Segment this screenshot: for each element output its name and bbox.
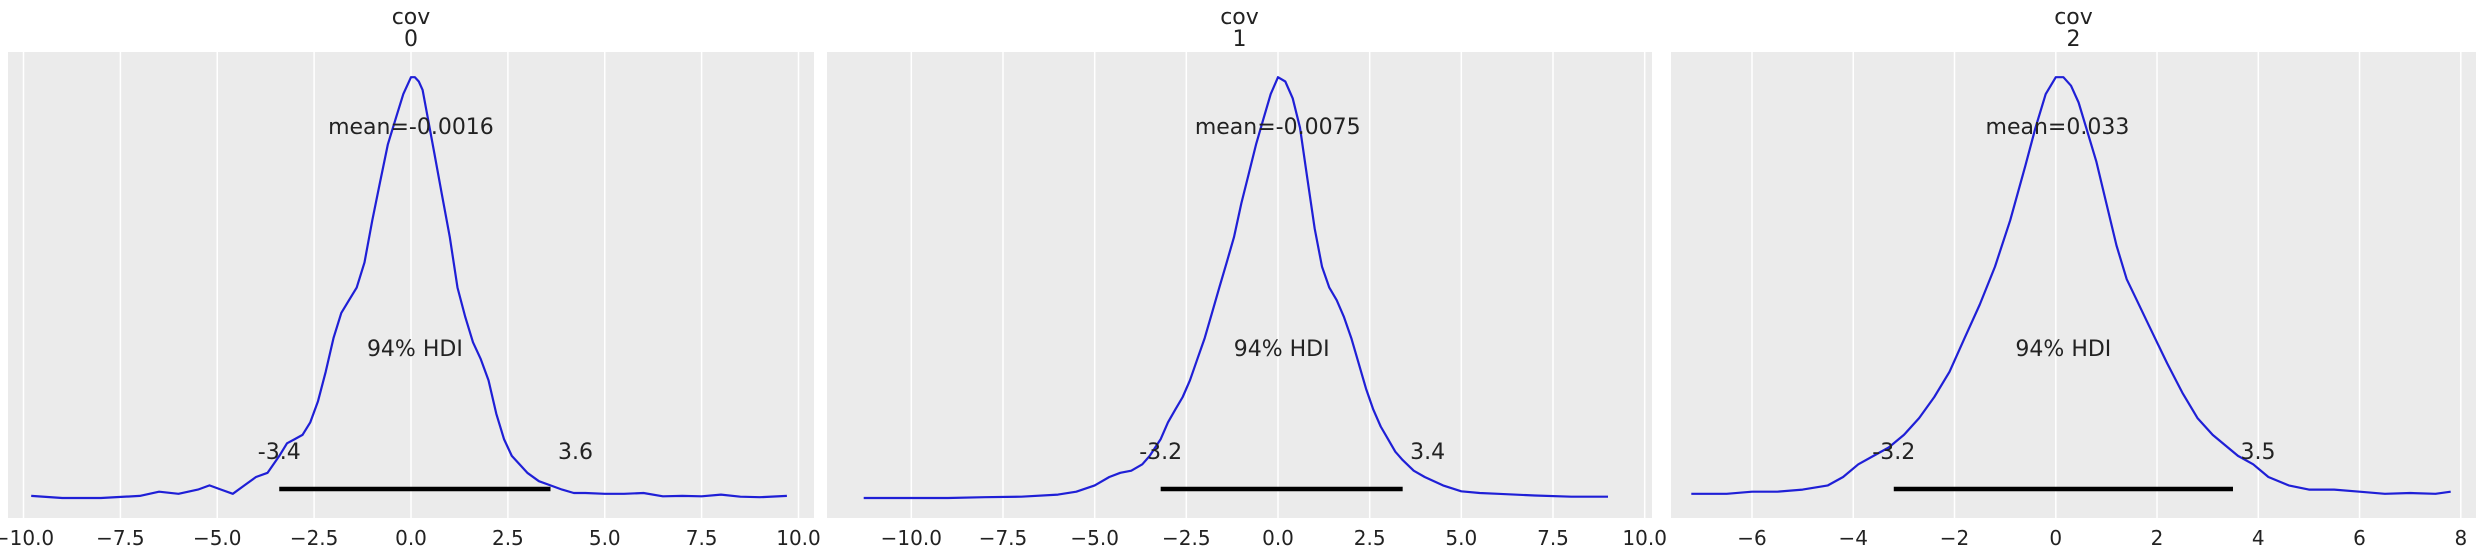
subplot-title-index: 1 (1233, 27, 1247, 52)
subplot-title-variable: cov (1220, 5, 1259, 30)
plot-background (827, 52, 1652, 518)
subplot-title-variable: cov (2054, 5, 2093, 30)
mean-label: mean=-0.0016 (328, 115, 494, 140)
x-tick-label: −5.0 (193, 526, 242, 550)
hdi-label: 94% HDI (2015, 337, 2111, 362)
mean-label: mean=0.033 (1986, 115, 2130, 140)
x-tick-label: −7.5 (96, 526, 145, 550)
x-tick-label: 0 (2049, 526, 2062, 550)
x-tick-label: 2 (2151, 526, 2164, 550)
x-tick-label: 7.5 (686, 526, 718, 550)
x-tick-label: −2.5 (290, 526, 339, 550)
x-tick-label: 10.0 (776, 526, 821, 550)
x-tick-label: −10.0 (0, 526, 54, 550)
x-tick-label: 7.5 (1537, 526, 1569, 550)
x-tick-label: 5.0 (589, 526, 621, 550)
x-tick-label: 8 (2454, 526, 2467, 550)
x-tick-label: −4 (1839, 526, 1868, 550)
x-tick-label: 6 (2353, 526, 2366, 550)
hdi-low-label: -3.2 (1872, 440, 1915, 465)
x-tick-label: 2.5 (1354, 526, 1386, 550)
x-tick-label: 0.0 (1262, 526, 1294, 550)
density-line (1691, 76, 2451, 495)
hdi-low-label: -3.2 (1139, 440, 1182, 465)
x-tick-label: 4 (2252, 526, 2265, 550)
subplot-title-index: 2 (2067, 27, 2081, 52)
x-tick-label: −2 (1940, 526, 1969, 550)
hdi-label: 94% HDI (367, 337, 463, 362)
x-tick-label: −5.0 (1070, 526, 1119, 550)
hdi-high-label: 3.4 (1410, 440, 1445, 465)
plot-background (1671, 52, 2476, 518)
hdi-high-label: 3.5 (2240, 440, 2275, 465)
x-tick-label: −10.0 (881, 526, 942, 550)
hdi-label: 94% HDI (1234, 337, 1330, 362)
hdi-low-label: -3.4 (258, 440, 301, 465)
hdi-high-label: 3.6 (558, 440, 593, 465)
x-tick-label: 5.0 (1445, 526, 1477, 550)
x-tick-label: 2.5 (492, 526, 524, 550)
x-tick-label: 10.0 (1622, 526, 1667, 550)
mean-label: mean=-0.0075 (1195, 115, 1361, 140)
x-tick-label: −2.5 (1162, 526, 1211, 550)
x-tick-label: −6 (1737, 526, 1766, 550)
density-line (31, 76, 787, 500)
density-line (863, 76, 1608, 500)
subplot-title-index: 0 (404, 27, 418, 52)
x-tick-label: −7.5 (979, 526, 1028, 550)
subplot-title-variable: cov (392, 5, 431, 30)
x-tick-label: 0.0 (395, 526, 427, 550)
